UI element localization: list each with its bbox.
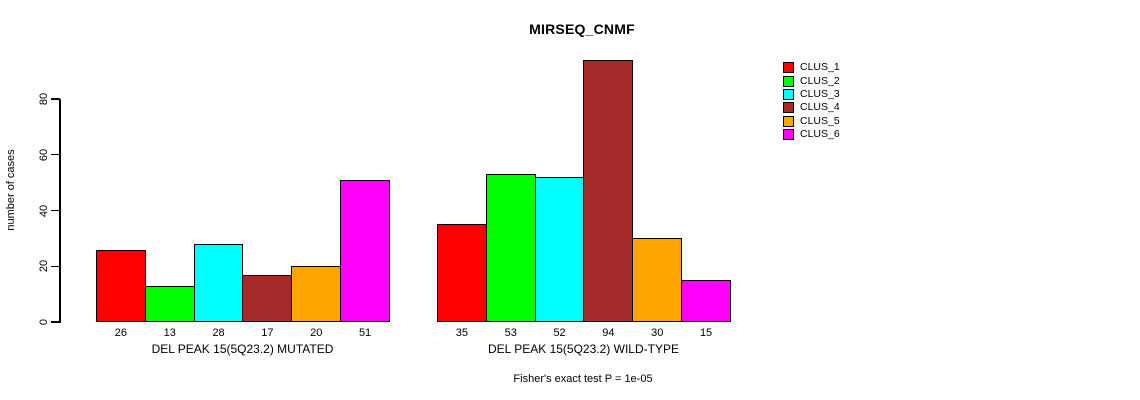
y-axis-tick-label: 0 <box>38 318 50 326</box>
bar-clus_6 <box>340 179 390 322</box>
legend-item-label: CLUS_1 <box>800 61 840 74</box>
bar-clus_6 <box>681 280 731 322</box>
bar-clus_1 <box>96 249 146 322</box>
y-axis-tick-label: 40 <box>38 204 50 217</box>
y-axis-tick-label: 80 <box>38 92 50 106</box>
bar-clus_3 <box>193 243 244 322</box>
legend-swatch-icon <box>783 88 794 100</box>
legend-swatch-icon <box>783 75 794 87</box>
y-axis-tick-label: 60 <box>38 148 50 161</box>
legend-swatch-icon <box>783 62 794 74</box>
legend-item-clus_5: CLUS_5 <box>783 115 840 128</box>
bar-value-label: 15 <box>699 327 713 339</box>
y-axis-label: number of cases <box>5 149 17 231</box>
legend-item-label: CLUS_4 <box>800 101 840 114</box>
bar-clus_1 <box>437 224 487 322</box>
bar-value-label: 52 <box>553 327 566 339</box>
bar-value-label: 13 <box>163 327 176 339</box>
legend-item-label: CLUS_3 <box>800 87 840 100</box>
bar-clus_5 <box>291 266 342 322</box>
group-label: DEL PEAK 15(5Q23.2) MUTATED <box>151 342 334 356</box>
bar-value-label: 26 <box>114 327 128 339</box>
legend-swatch-icon <box>783 102 794 114</box>
y-axis-tick <box>51 265 60 267</box>
y-axis-tick <box>51 154 60 156</box>
bar-value-label: 51 <box>358 327 372 339</box>
y-axis-tick <box>51 209 60 212</box>
bar-value-label: 28 <box>212 327 225 339</box>
bar-value-label: 20 <box>310 327 323 339</box>
y-axis-tick <box>51 98 60 100</box>
bar-value-label: 53 <box>504 327 517 339</box>
y-axis-tick <box>51 321 60 323</box>
bar-value-label: 30 <box>651 327 664 339</box>
legend-item-label: CLUS_6 <box>800 128 840 141</box>
bar-clus_2 <box>144 285 195 322</box>
legend-item-clus_6: CLUS_6 <box>783 128 840 141</box>
bar-clus_5 <box>632 238 683 322</box>
bar-value-label: 94 <box>602 327 615 339</box>
legend-swatch-icon <box>783 129 794 141</box>
bar-clus_3 <box>534 177 585 322</box>
bar-clus_2 <box>485 174 536 322</box>
legend-item-clus_4: CLUS_4 <box>783 101 840 114</box>
fisher-test-annotation: Fisher's exact test P = 1e-05 <box>513 373 653 385</box>
chart-title: MIRSEQ_CNMF <box>529 21 635 37</box>
legend-item-label: CLUS_5 <box>800 114 840 127</box>
y-axis-tick-label: 20 <box>38 260 50 273</box>
legend: CLUS_1 CLUS_2 CLUS_3 CLUS_4 CLUS_5 CLUS_6 <box>783 61 840 141</box>
group-label: DEL PEAK 15(5Q23.2) WILD-TYPE <box>488 342 679 356</box>
legend-item-clus_3: CLUS_3 <box>783 88 840 101</box>
legend-item-clus_1: CLUS_1 <box>783 61 840 74</box>
legend-item-label: CLUS_2 <box>800 74 840 87</box>
legend-swatch-icon <box>783 115 794 127</box>
bar-clus_4 <box>583 59 634 322</box>
legend-item-clus_2: CLUS_2 <box>783 74 840 87</box>
bar-clus_4 <box>242 274 293 322</box>
bar-value-label: 35 <box>455 327 469 339</box>
bar-value-label: 17 <box>261 327 274 339</box>
